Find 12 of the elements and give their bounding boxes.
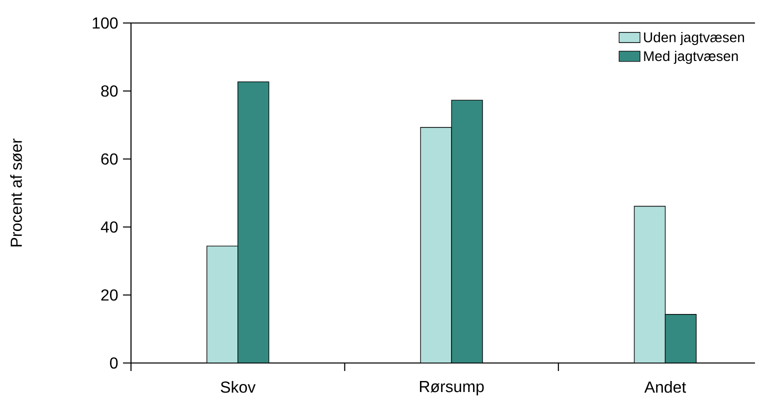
y-tick-label: 20 [101, 289, 118, 301]
legend-label: Uden jagtvæsen [644, 32, 744, 46]
x-tick-label: Andet [644, 381, 686, 393]
legend-label: Med jagtvæsen [644, 50, 738, 64]
y-tick-label: 40 [100, 221, 118, 233]
y-tick-label: 80 [101, 85, 118, 97]
x-tick-label: Rørsump [420, 381, 484, 396]
y-axis-title: Procent af søer [10, 138, 22, 246]
y-tick-label: 60 [101, 153, 118, 165]
y-tick-label: 0 [110, 357, 118, 369]
x-tick-label: Skov [220, 381, 256, 393]
y-tick-label: 100 [92, 17, 118, 29]
